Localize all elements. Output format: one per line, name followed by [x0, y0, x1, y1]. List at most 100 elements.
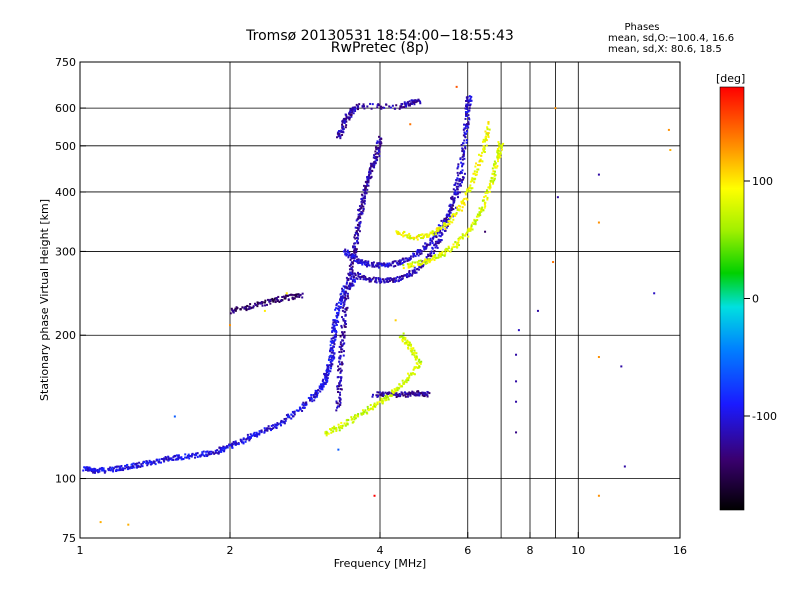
- data-point: [481, 140, 484, 143]
- data-point: [330, 429, 333, 432]
- data-point: [479, 158, 482, 161]
- data-point: [169, 457, 172, 460]
- data-point: [338, 360, 341, 363]
- data-point: [432, 232, 435, 235]
- data-point: [354, 253, 357, 256]
- data-point: [414, 358, 417, 361]
- data-point: [338, 351, 341, 354]
- data-point: [385, 103, 388, 106]
- data-point: [366, 188, 369, 191]
- data-point: [484, 137, 487, 140]
- data-point: [284, 297, 287, 300]
- data-point: [270, 424, 273, 427]
- data-point: [89, 467, 92, 470]
- data-point: [346, 423, 349, 426]
- data-point: [403, 260, 406, 263]
- data-point: [372, 276, 375, 279]
- data-point: [347, 277, 350, 280]
- data-point: [344, 290, 347, 293]
- data-point: [410, 343, 413, 346]
- data-point: [411, 347, 414, 350]
- data-point: [362, 103, 365, 106]
- data-point: [402, 235, 405, 238]
- data-point: [131, 465, 134, 468]
- data-point: [399, 259, 402, 262]
- data-point: [414, 351, 417, 354]
- data-point: [335, 426, 338, 429]
- data-point: [264, 304, 267, 307]
- data-point: [341, 331, 344, 334]
- data-point: [352, 420, 355, 423]
- data-point: [444, 253, 447, 256]
- data-point: [268, 427, 271, 430]
- data-point: [411, 351, 414, 354]
- data-point: [295, 409, 298, 412]
- data-point: [445, 219, 448, 222]
- data-point: [379, 277, 382, 280]
- data-point: [449, 250, 452, 253]
- data-point: [293, 413, 296, 416]
- data-point: [377, 152, 380, 155]
- data-point: [407, 343, 410, 346]
- data-point: [405, 342, 408, 345]
- data-point: [358, 103, 361, 106]
- data-point: [309, 397, 312, 400]
- data-point: [260, 302, 263, 305]
- data-point: [434, 254, 437, 257]
- data-point: [343, 324, 346, 327]
- data-point: [356, 240, 359, 243]
- data-point: [426, 244, 429, 247]
- data-point: [324, 432, 327, 435]
- data-point: [408, 236, 411, 239]
- y-tick-label: 300: [55, 245, 76, 258]
- data-point: [385, 264, 388, 267]
- data-point: [352, 253, 355, 256]
- data-point: [243, 307, 246, 310]
- data-point: [353, 234, 356, 237]
- data-point: [492, 182, 495, 185]
- data-point: [460, 144, 463, 147]
- data-point: [443, 219, 446, 222]
- data-point: [406, 372, 409, 375]
- data-point: [471, 221, 474, 224]
- data-point: [465, 114, 468, 117]
- data-point: [430, 232, 433, 235]
- data-point: [430, 258, 433, 261]
- data-point: [485, 189, 488, 192]
- data-point: [202, 450, 205, 453]
- data-point: [376, 391, 379, 394]
- data-point: [438, 231, 441, 234]
- data-point: [357, 415, 360, 418]
- data-point: [431, 240, 434, 243]
- data-point: [337, 305, 340, 308]
- data-point: [417, 268, 420, 271]
- data-point: [461, 176, 464, 179]
- data-point: [237, 443, 240, 446]
- data-point: [481, 206, 484, 209]
- data-point: [404, 260, 407, 263]
- data-point: [291, 293, 294, 296]
- data-point: [406, 236, 409, 239]
- data-point: [376, 262, 379, 265]
- data-point: [419, 250, 422, 253]
- data-point: [341, 339, 344, 342]
- data-point: [418, 393, 421, 396]
- data-point: [487, 132, 490, 135]
- data-point: [419, 362, 422, 365]
- data-point: [464, 146, 467, 149]
- data-point: [335, 401, 338, 404]
- data-point: [420, 266, 423, 269]
- data-point: [213, 452, 216, 455]
- data-point: [427, 253, 430, 256]
- data-point: [439, 254, 442, 257]
- data-point: [433, 255, 436, 258]
- data-point: [344, 296, 347, 299]
- data-point: [500, 144, 503, 147]
- data-point: [264, 299, 267, 302]
- data-point: [402, 394, 405, 397]
- data-point: [402, 267, 405, 270]
- data-point: [280, 419, 283, 422]
- data-point: [401, 106, 404, 109]
- data-point: [293, 293, 296, 296]
- data-point: [275, 298, 278, 301]
